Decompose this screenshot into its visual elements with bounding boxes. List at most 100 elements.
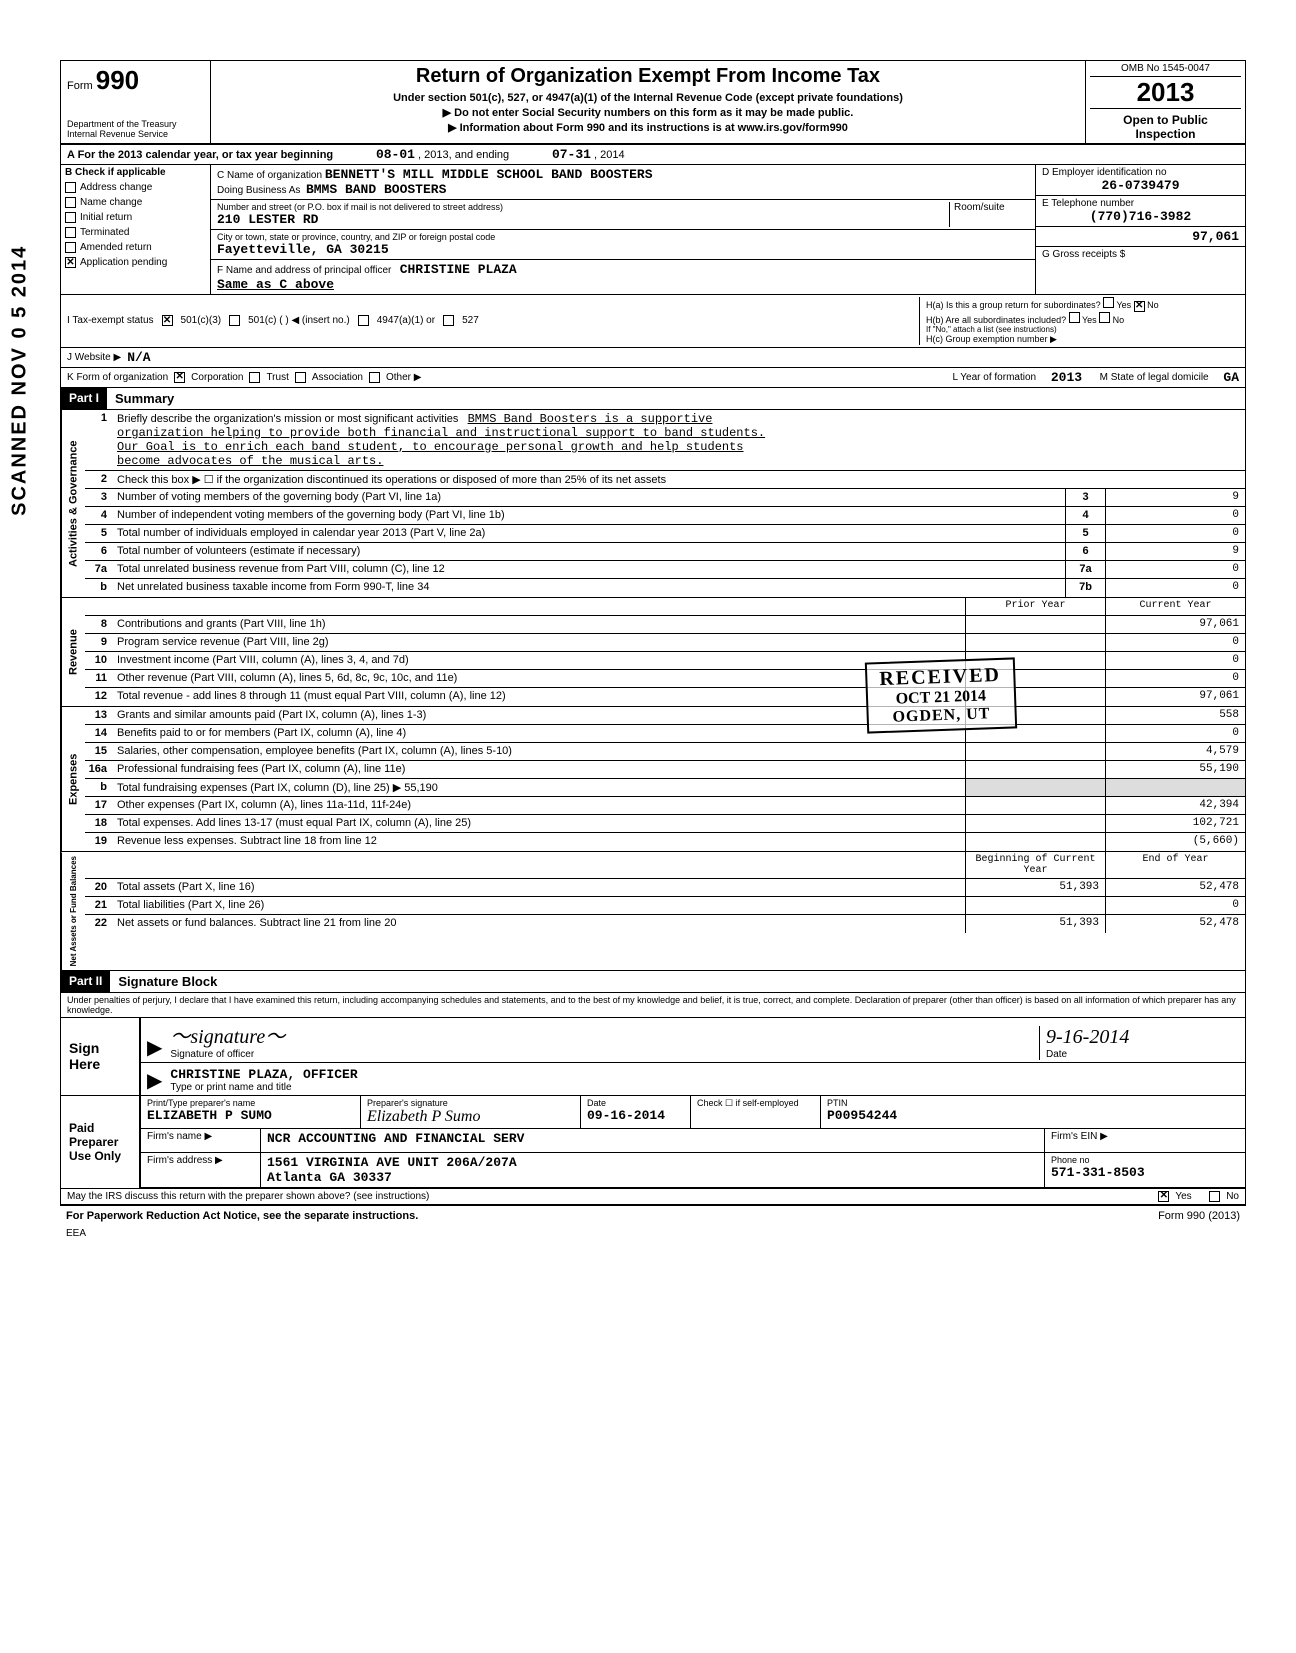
form-title: Return of Organization Exempt From Incom… <box>217 65 1079 88</box>
opt-corp: Corporation <box>191 372 243 383</box>
opt-other: Other ▶ <box>386 372 421 383</box>
eea: EEA <box>60 1226 1246 1241</box>
line-j-label: J Website ▶ <box>67 352 121 363</box>
line-num: 4 <box>85 507 113 524</box>
checkbox[interactable] <box>65 257 76 268</box>
firm-addr1: 1561 VIRGINIA AVE UNIT 206A/207A <box>267 1155 1038 1170</box>
prior-val <box>965 761 1105 778</box>
line-desc: Total revenue - add lines 8 through 11 (… <box>113 688 965 706</box>
line-desc: Other expenses (Part IX, column (A), lin… <box>113 797 965 814</box>
vert-gov: Activities & Governance <box>61 410 85 597</box>
summary-line: 12 Total revenue - add lines 8 through 1… <box>85 688 1245 706</box>
firm-name: NCR ACCOUNTING AND FINANCIAL SERV <box>261 1129 1045 1152</box>
ptin-label: PTIN <box>827 1098 1239 1108</box>
cb-hb-no[interactable] <box>1099 312 1110 323</box>
form-word: Form <box>67 80 93 92</box>
paid-label: Paid <box>69 1121 131 1135</box>
line-num: 11 <box>85 670 113 687</box>
current-val: 4,579 <box>1105 743 1245 760</box>
cb-501c[interactable] <box>229 315 240 326</box>
pt-label: Print/Type preparer's name <box>147 1098 354 1108</box>
officer-name: CHRISTINE PLAZA <box>400 262 517 277</box>
discuss-yes: Yes <box>1175 1191 1191 1202</box>
summary-line: 15 Salaries, other compensation, employe… <box>85 743 1245 761</box>
year-formation: 2013 <box>1051 370 1082 385</box>
self-emp-check: Check ☐ if self-employed <box>691 1096 821 1128</box>
checkbox[interactable] <box>65 182 76 193</box>
checkbox-label: Address change <box>80 182 152 193</box>
cb-assoc[interactable] <box>295 372 306 383</box>
cb-527[interactable] <box>443 315 454 326</box>
line-box: 5 <box>1065 525 1105 542</box>
cb-501c3[interactable] <box>162 315 173 326</box>
cb-trust[interactable] <box>249 372 260 383</box>
cb-ha-no[interactable] <box>1134 301 1145 312</box>
part2-tag: Part II <box>61 971 110 992</box>
checkbox[interactable] <box>65 212 76 223</box>
subtitle-2: Do not enter Social Security numbers on … <box>217 106 1079 119</box>
opt-527: 527 <box>462 315 479 326</box>
prior-val <box>965 688 1105 706</box>
prior-val: 51,393 <box>965 879 1105 896</box>
form-number: 990 <box>96 65 139 95</box>
d-label: D Employer identification no <box>1042 167 1239 178</box>
line-1-num: 1 <box>85 410 113 470</box>
checkbox-row: Address change <box>61 180 210 195</box>
line-box: 7a <box>1065 561 1105 578</box>
website: N/A <box>127 350 150 365</box>
checkbox[interactable] <box>65 227 76 238</box>
line-desc: Total unrelated business revenue from Pa… <box>113 561 1065 578</box>
prior-val <box>965 652 1105 669</box>
phone: (770)716-3982 <box>1042 209 1239 224</box>
mission-3: Our Goal is to enrich each band student,… <box>117 440 744 454</box>
summary-line: 19 Revenue less expenses. Subtract line … <box>85 833 1245 851</box>
firm-phone-label: Phone no <box>1051 1155 1239 1165</box>
m-label: M State of legal domicile <box>1100 372 1209 383</box>
tax-end: 07-31 <box>552 147 591 162</box>
printed-label: Type or print name and title <box>170 1082 1239 1093</box>
current-val: 42,394 <box>1105 797 1245 814</box>
cb-discuss-no[interactable] <box>1209 1191 1220 1202</box>
section-bcdefg: B Check if applicable Address changeName… <box>61 165 1245 295</box>
cb-hb-yes[interactable] <box>1069 312 1080 323</box>
current-val: 52,478 <box>1105 915 1245 933</box>
line-box: 7b <box>1065 579 1105 597</box>
cb-ha-yes[interactable] <box>1103 297 1114 308</box>
officer-addr: Same as C above <box>217 277 334 292</box>
line-val: 9 <box>1105 489 1245 506</box>
summary-line: 3 Number of voting members of the govern… <box>85 489 1245 507</box>
pdate-label: Date <box>587 1098 684 1108</box>
line-num: 5 <box>85 525 113 542</box>
sig-arrow-icon: ▶ <box>147 1035 162 1060</box>
cb-discuss-yes[interactable] <box>1158 1191 1169 1202</box>
checkbox[interactable] <box>65 197 76 208</box>
exp-section: Expenses 13 Grants and similar amounts p… <box>61 707 1245 852</box>
checkbox[interactable] <box>65 242 76 253</box>
firm-addr-label: Firm's address ▶ <box>141 1153 261 1187</box>
discuss-no: No <box>1226 1191 1239 1202</box>
l-label: L Year of formation <box>953 372 1037 383</box>
cb-other[interactable] <box>369 372 380 383</box>
part1-title: Summary <box>107 388 182 409</box>
part1-tag: Part I <box>61 388 107 409</box>
line-desc: Program service revenue (Part VIII, line… <box>113 634 965 651</box>
line-desc: Total number of individuals employed in … <box>113 525 1065 542</box>
firm-ein-label: Firm's EIN ▶ <box>1045 1129 1245 1152</box>
part1-header: Part I Summary <box>61 388 1245 410</box>
dba-label: Doing Business As <box>217 185 300 196</box>
current-val: 0 <box>1105 670 1245 687</box>
summary-line: 7a Total unrelated business revenue from… <box>85 561 1245 579</box>
line-num: 13 <box>85 707 113 724</box>
current-val: (5,660) <box>1105 833 1245 851</box>
prior-val <box>965 634 1105 651</box>
ha-yes: Yes <box>1116 300 1131 310</box>
line-a: A For the 2013 calendar year, or tax yea… <box>61 145 1245 165</box>
line-num: 8 <box>85 616 113 633</box>
cb-4947[interactable] <box>358 315 369 326</box>
line-desc: Total expenses. Add lines 13-17 (must eq… <box>113 815 965 832</box>
mission-4: become advocates of the musical arts. <box>117 454 383 468</box>
current-val: 97,061 <box>1105 688 1245 706</box>
cb-corp[interactable] <box>174 372 185 383</box>
line-num: 22 <box>85 915 113 933</box>
prior-val: 51,393 <box>965 915 1105 933</box>
